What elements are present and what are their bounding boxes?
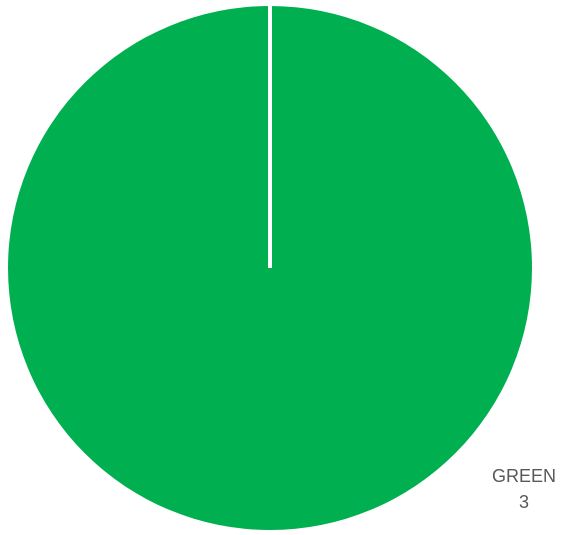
data-label-category: GREEN [491, 466, 556, 486]
pie-slices [8, 6, 532, 530]
data-label-value: 3 [518, 492, 529, 512]
data-label-green: GREEN 3 [474, 463, 574, 515]
